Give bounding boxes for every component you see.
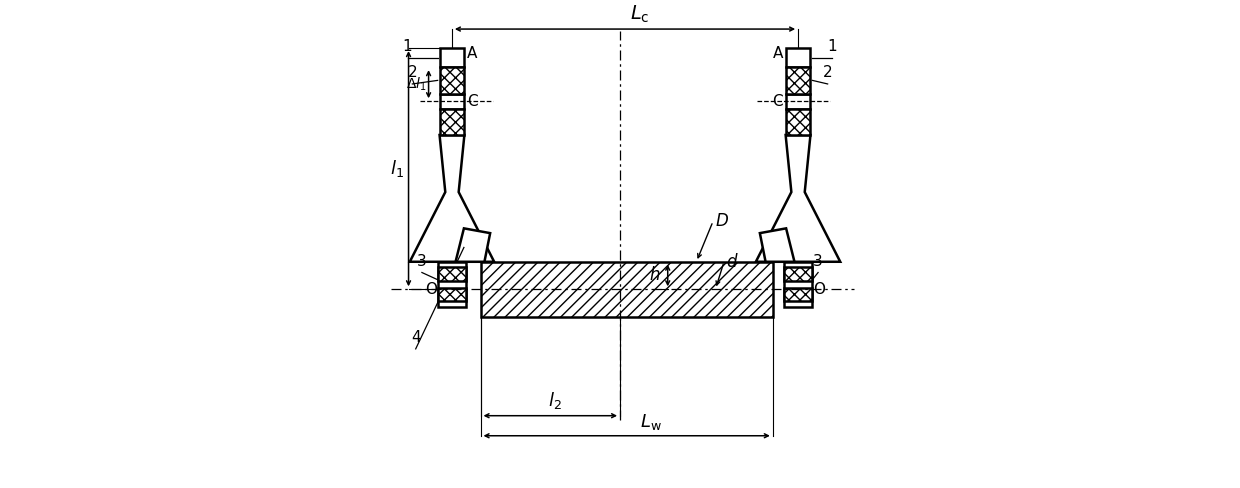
Polygon shape bbox=[786, 94, 811, 109]
Text: A: A bbox=[467, 46, 477, 61]
Polygon shape bbox=[760, 228, 795, 262]
Text: 1: 1 bbox=[827, 39, 837, 54]
Text: 3: 3 bbox=[813, 254, 823, 269]
Text: $h$: $h$ bbox=[650, 266, 661, 285]
Polygon shape bbox=[438, 267, 466, 281]
Polygon shape bbox=[784, 262, 812, 306]
Polygon shape bbox=[409, 135, 495, 262]
Text: O: O bbox=[425, 282, 438, 297]
Polygon shape bbox=[439, 67, 465, 94]
Polygon shape bbox=[786, 109, 811, 135]
Polygon shape bbox=[481, 262, 773, 317]
Text: $L_\mathrm{c}$: $L_\mathrm{c}$ bbox=[630, 4, 649, 25]
Text: $D$: $D$ bbox=[715, 212, 729, 230]
Text: $l_1$: $l_1$ bbox=[389, 158, 404, 179]
Text: $\Delta l_1$: $\Delta l_1$ bbox=[405, 76, 427, 93]
Polygon shape bbox=[439, 109, 465, 135]
Text: 3: 3 bbox=[417, 254, 427, 269]
Polygon shape bbox=[455, 228, 490, 262]
Polygon shape bbox=[439, 94, 465, 109]
Text: 2: 2 bbox=[408, 65, 417, 80]
Text: O: O bbox=[813, 282, 825, 297]
Polygon shape bbox=[756, 135, 841, 262]
Text: $d$: $d$ bbox=[727, 252, 739, 270]
Polygon shape bbox=[439, 48, 465, 67]
Text: $L_\mathrm{w}$: $L_\mathrm{w}$ bbox=[640, 412, 661, 432]
Text: $l_2$: $l_2$ bbox=[548, 390, 562, 411]
Text: A: A bbox=[773, 46, 782, 61]
Polygon shape bbox=[784, 287, 812, 301]
Polygon shape bbox=[786, 67, 811, 94]
Polygon shape bbox=[438, 262, 466, 306]
Polygon shape bbox=[784, 267, 812, 281]
Text: C: C bbox=[467, 94, 477, 109]
Text: 4: 4 bbox=[410, 330, 420, 345]
Text: 1: 1 bbox=[403, 39, 413, 54]
Polygon shape bbox=[438, 287, 466, 301]
Text: C: C bbox=[773, 94, 782, 109]
Polygon shape bbox=[786, 48, 811, 67]
Text: 2: 2 bbox=[823, 65, 832, 80]
